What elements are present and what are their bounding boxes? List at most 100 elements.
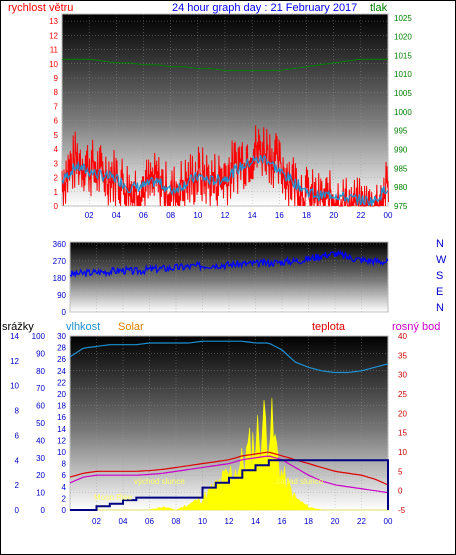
temp-tick: 25 — [398, 390, 407, 399]
top-right-tick: 1005 — [394, 89, 412, 98]
mid-left-ticks: 360 270 180 90 0 — [53, 240, 67, 317]
top-left-tick: 8 — [54, 88, 59, 97]
top-right-tick: 1000 — [394, 108, 412, 117]
annotation-sunset: západ slunce — [276, 477, 324, 486]
top-right-tick: 1020 — [394, 33, 412, 42]
temp-tick: 30 — [398, 371, 407, 380]
solar-tick: 12 — [57, 436, 66, 445]
bottom-x-tick: 16 — [278, 517, 287, 526]
solar-tick: 2 — [62, 494, 67, 503]
label-humidity: vlhkost — [66, 321, 100, 333]
label-solar: Solar — [118, 321, 144, 333]
top-x-ticks: 02 04 06 08 10 12 14 16 18 20 22 00 — [85, 211, 393, 220]
series-pressure — [62, 58, 388, 71]
series-solar — [70, 397, 388, 511]
temp-tick: 20 — [398, 409, 407, 418]
rain-tick: 14 — [10, 332, 19, 341]
bottom-x-tick: 04 — [119, 517, 128, 526]
humidity-tick: 70 — [36, 384, 45, 393]
solar-tick: 30 — [57, 332, 66, 341]
humidity-tick: 90 — [36, 349, 45, 358]
rain-tick: 8 — [15, 407, 20, 416]
humidity-tick: 30 — [36, 454, 45, 463]
top-left-tick: 5 — [54, 131, 59, 140]
temp-tick: 5 — [398, 467, 403, 476]
top-x-tick: 14 — [248, 211, 257, 220]
top-right-label: tlak — [370, 2, 388, 14]
solar-tick: 4 — [62, 483, 67, 492]
solar-tick: 8 — [62, 460, 67, 469]
series-rain — [70, 459, 389, 511]
bottom-x-tick: 18 — [304, 517, 313, 526]
top-right-tick: 990 — [394, 146, 408, 155]
mid-left-tick: 90 — [57, 291, 66, 300]
top-left-tick: 11 — [50, 46, 59, 55]
top-x-tick: 12 — [221, 211, 230, 220]
bottom-chart: srážky vlhkost Solar teplota rosný bod v… — [2, 321, 440, 526]
temp-tick: 15 — [398, 429, 407, 438]
top-right-tick: 1015 — [394, 51, 412, 60]
top-right-tick: 1025 — [394, 14, 412, 23]
bottom-x-tick: 22 — [357, 517, 366, 526]
rain-tick: 4 — [15, 456, 20, 465]
top-x-tick: 22 — [356, 211, 365, 220]
top-right-tick: 975 — [394, 202, 408, 211]
label-temp: teplota — [312, 321, 346, 333]
top-left-tick: 9 — [54, 74, 59, 83]
mid-left-tick: 360 — [53, 240, 67, 249]
series-humidity — [69, 340, 389, 374]
top-right-tick: 1010 — [394, 70, 412, 79]
top-x-tick: 06 — [139, 211, 148, 220]
humidity-tick: 50 — [36, 419, 45, 428]
temp-ticks: 40 35 30 25 20 15 10 5 0 -5 — [398, 332, 407, 515]
mid-direction-label: W — [436, 254, 447, 266]
solar-tick: 10 — [57, 448, 66, 457]
top-left-tick: 2 — [54, 174, 59, 183]
top-x-tick: 08 — [166, 211, 175, 220]
top-x-tick: 16 — [275, 211, 284, 220]
solar-tick: 20 — [57, 390, 66, 399]
bottom-series — [69, 340, 389, 511]
bottom-x-tick: 12 — [225, 517, 234, 526]
rain-tick: 0 — [15, 506, 20, 515]
bottom-x-tick: 10 — [198, 517, 207, 526]
solar-tick: 24 — [57, 367, 66, 376]
top-right-ticks: 1025 1020 1015 1010 1005 1000 995 990 985 980 975 — [394, 14, 412, 211]
mid-series — [69, 249, 389, 279]
humidity-tick: 10 — [36, 489, 45, 498]
mid-direction-label: N — [436, 238, 444, 250]
bottom-x-tick: 14 — [251, 517, 260, 526]
mid-grid — [70, 242, 389, 312]
top-left-tick: 10 — [49, 60, 58, 69]
solar-tick: 16 — [57, 413, 66, 422]
bottom-x-tick: 08 — [172, 517, 181, 526]
top-left-tick: 13 — [49, 17, 58, 26]
humidity-tick: 0 — [41, 506, 46, 515]
top-x-tick: 10 — [193, 211, 202, 220]
humidity-tick: 60 — [36, 402, 45, 411]
humidity-tick: 20 — [36, 471, 45, 480]
top-left-tick: 6 — [54, 117, 59, 126]
mid-direction-label: E — [436, 286, 443, 298]
series-wind-direction — [69, 249, 389, 279]
temp-tick: 10 — [398, 448, 407, 457]
mid-left-tick: 180 — [53, 274, 67, 283]
top-right-tick: 995 — [394, 127, 408, 136]
bottom-x-tick: 02 — [92, 517, 101, 526]
rain-tick: 10 — [10, 382, 19, 391]
bottom-x-tick: 06 — [145, 517, 154, 526]
annotation-moonrise: Moon Rise — [94, 493, 133, 502]
series-wind-avg — [61, 154, 389, 207]
top-x-tick: 18 — [302, 211, 311, 220]
top-x-tick: 20 — [329, 211, 338, 220]
top-grid — [62, 14, 389, 207]
top-left-tick: 7 — [54, 102, 59, 111]
series-temperature — [69, 451, 389, 486]
top-left-tick: 3 — [54, 159, 59, 168]
rain-tick: 2 — [15, 481, 20, 490]
